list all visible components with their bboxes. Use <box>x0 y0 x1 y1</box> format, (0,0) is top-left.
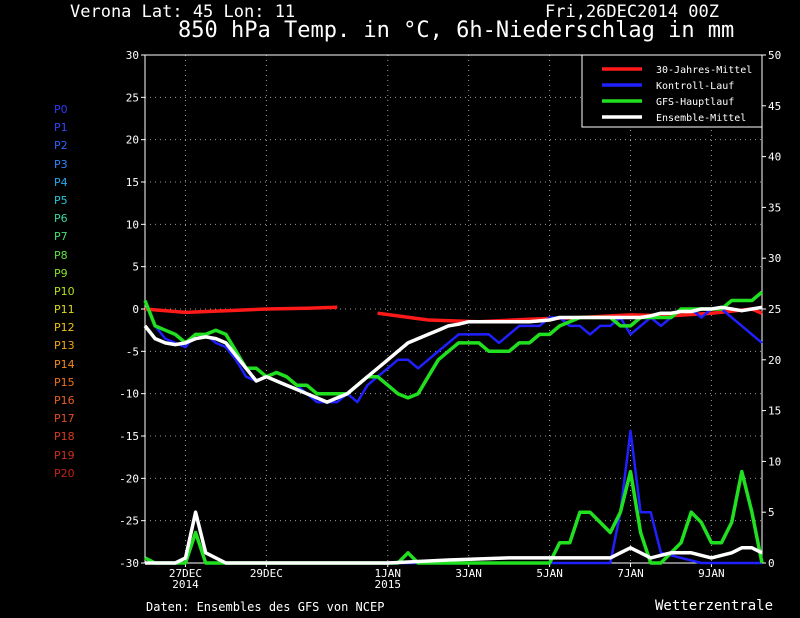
member-label-p18: P18 <box>54 430 75 444</box>
legend-label: 30-Jahres-Mittel <box>656 65 752 76</box>
run-date: Fri,26DEC2014 00Z <box>545 2 719 22</box>
temp-line-gfs-hauptlauf <box>143 290 764 400</box>
y-tick-label-left: -15 <box>119 430 139 443</box>
legend: 30-Jahres-Mittel Kontroll-Lauf GFS-Hauptla… <box>581 54 763 128</box>
precip-line-ensemble-mittel <box>145 510 763 565</box>
y-tick-label-left: -5 <box>126 345 139 358</box>
member-label-p5: P5 <box>54 193 68 207</box>
member-label-p19: P19 <box>54 448 75 462</box>
temp-line-ensemble-mittel <box>143 305 763 404</box>
member-label-p12: P12 <box>54 321 75 335</box>
y-tick-label-left: -10 <box>119 388 139 401</box>
y-tick-label-left: 5 <box>132 261 139 274</box>
y-tick-label-right: 35 <box>768 201 781 214</box>
y-tick-label-right: 40 <box>768 151 781 164</box>
y-tick-label-left: -30 <box>119 557 139 570</box>
member-label-p17: P17 <box>54 412 75 426</box>
brand-label: Wetterzentrale <box>655 598 774 614</box>
member-label-p11: P11 <box>54 303 75 317</box>
x-tick-label: 5JAN <box>536 567 563 580</box>
y-tick-label-right: 5 <box>768 506 775 519</box>
x-tick-label: 29DEC <box>250 567 283 580</box>
y-tick-label-left: 30 <box>126 49 139 62</box>
y-tick-label-right: 50 <box>768 49 781 62</box>
temp-line-kontroll-lauf <box>143 300 763 404</box>
y-tick-label-right: 45 <box>768 100 781 113</box>
x-tick-label-year: 2014 <box>172 578 199 591</box>
y-tick-label-right: 15 <box>768 405 781 418</box>
ensemble-member-list: P0 P1 P2 P3 P4 P5 P6 P7 P8 P9 P10 P11 P12 P13 P14 P15 P1… <box>54 101 114 483</box>
member-label-p4: P4 <box>54 175 68 189</box>
legend-frame <box>581 54 763 128</box>
y-tick-label-left: 10 <box>126 218 139 231</box>
y-tick-label-right: 0 <box>768 557 775 570</box>
x-tick-label: 27DEC <box>169 567 202 580</box>
y-tick-label-left: 15 <box>126 176 139 189</box>
member-label-p20: P20 <box>54 466 75 480</box>
y-tick-label-right: 10 <box>768 455 781 468</box>
legend-label: Ensemble-Mittel <box>656 113 746 124</box>
precip-line-kontroll-lauf <box>145 429 762 565</box>
y-tick-label-left: -25 <box>119 515 139 528</box>
member-label-p7: P7 <box>54 230 68 244</box>
chart-title: 850 hPa Temp. in °C, 6h-Niederschlag in … <box>178 18 735 43</box>
member-label-p10: P10 <box>54 284 75 298</box>
x-tick-label: 1JAN <box>375 567 402 580</box>
legend-label: GFS-Hauptlauf <box>656 97 734 108</box>
member-label-p13: P13 <box>54 339 75 353</box>
y-tick-label-left: 0 <box>132 303 139 316</box>
member-label-p2: P2 <box>54 139 68 153</box>
y-tick-label-right: 30 <box>768 252 781 265</box>
x-tick-label-year: 2015 <box>375 578 402 591</box>
x-tick-label: 9JAN <box>698 567 725 580</box>
member-label-p9: P9 <box>54 266 68 280</box>
member-label-p1: P1 <box>54 121 68 135</box>
member-label-p8: P8 <box>54 248 68 262</box>
member-label-p3: P3 <box>54 157 68 171</box>
y-tick-label-left: -20 <box>119 472 139 485</box>
y-tick-label-right: 25 <box>768 303 781 316</box>
location-label: Verona Lat: 45 Lon: 11 <box>70 2 296 22</box>
member-label-p15: P15 <box>54 375 75 389</box>
y-tick-label-left: 25 <box>126 91 139 104</box>
precip-line-gfs-hauptlauf <box>144 469 764 565</box>
member-label-p16: P16 <box>54 394 75 407</box>
x-tick-label: 7JAN <box>617 567 644 580</box>
y-tick-label-left: 20 <box>126 134 139 147</box>
member-label-p0: P0 <box>54 103 68 116</box>
member-label-p6: P6 <box>54 212 68 226</box>
legend-label: Kontroll-Lauf <box>656 81 734 92</box>
member-label-p14: P14 <box>54 357 75 371</box>
data-source-label: Daten: Ensembles des GFS von NCEP <box>146 600 385 614</box>
y-tick-label-right: 20 <box>768 354 781 367</box>
x-tick-label: 3JAN <box>455 567 482 580</box>
